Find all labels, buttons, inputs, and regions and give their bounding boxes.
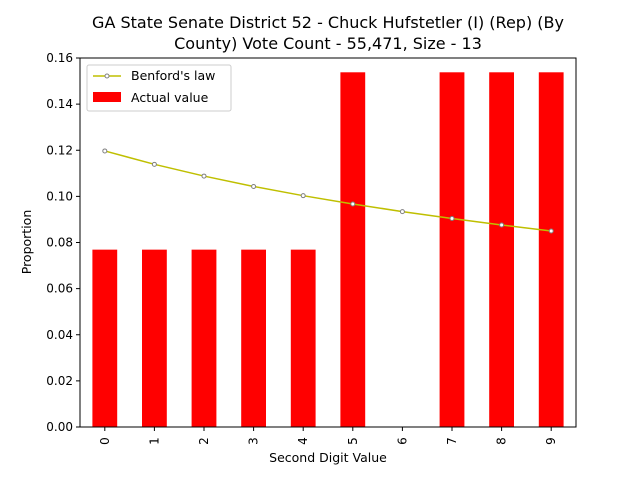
- benford-line-group: [102, 148, 554, 234]
- legend-box: [86, 64, 232, 112]
- chart-title-line-2: County) Vote Count - 55,471, Size - 13: [174, 34, 482, 53]
- benford-point-0: [102, 148, 108, 154]
- legend-bar-swatch: [93, 92, 121, 102]
- legend-benford-label: Benford's law: [131, 68, 215, 83]
- benford-point-8: [499, 222, 505, 228]
- benford-point-4: [300, 193, 306, 199]
- bar-digit-3: [241, 249, 266, 427]
- bar-digit-1: [142, 249, 167, 427]
- y-tick-label: 0.08: [46, 236, 73, 250]
- x-tick-label: 8: [495, 437, 509, 445]
- benford-line: [104, 150, 552, 232]
- bar-digit-2: [191, 249, 217, 427]
- benford-point-3: [251, 183, 257, 189]
- x-axis-label: Second Digit Value: [269, 450, 387, 465]
- x-tick-label: 1: [147, 437, 161, 445]
- bar-digit-5: [340, 72, 366, 427]
- chart-title-line-1: GA State Senate District 52 - Chuck Hufs…: [92, 13, 564, 32]
- bar-digit-8: [489, 72, 514, 427]
- benford-point-9: [548, 228, 554, 234]
- y-tick-label: 0.12: [46, 143, 73, 157]
- x-tick-label: 7: [445, 437, 459, 445]
- benford-point-6: [399, 209, 405, 215]
- y-tick-label: 0.14: [46, 97, 73, 111]
- bar-digit-9: [538, 72, 564, 427]
- legend-line-marker: [104, 73, 110, 79]
- bar-digit-4: [290, 249, 316, 427]
- x-tick-label: 0: [98, 437, 112, 445]
- y-tick-label: 0.06: [46, 282, 73, 296]
- x-tick-label: 5: [346, 437, 360, 445]
- benford-point-1: [151, 161, 157, 167]
- x-tick-label: 3: [247, 437, 261, 445]
- y-tick-label: 0.00: [46, 420, 73, 434]
- y-tick-label: 0.16: [46, 51, 73, 65]
- benford-point-2: [201, 173, 207, 179]
- legend-actual-label: Actual value: [131, 90, 209, 105]
- x-tick-label: 6: [395, 437, 409, 445]
- y-tick-label: 0.10: [46, 189, 73, 203]
- legend: Benford's law Actual value: [86, 64, 232, 112]
- x-tick-label: 4: [296, 437, 310, 445]
- bar-digit-7: [439, 72, 465, 427]
- benford-point-5: [350, 201, 356, 207]
- y-tick-label: 0.04: [46, 328, 73, 342]
- benford-point-7: [449, 216, 455, 222]
- x-axis: 0 1 2 3 4 5 6 7 8 9: [98, 427, 558, 445]
- bars-group: [92, 72, 564, 427]
- bar-digit-0: [92, 249, 118, 427]
- x-tick-label: 2: [197, 437, 211, 445]
- x-tick-label: 9: [544, 437, 558, 445]
- y-axis: 0.00 0.02 0.04 0.06 0.08 0.10 0.12 0.14 0.16: [46, 51, 80, 434]
- y-tick-label: 0.02: [46, 374, 73, 388]
- y-axis-label: Proportion: [19, 210, 34, 275]
